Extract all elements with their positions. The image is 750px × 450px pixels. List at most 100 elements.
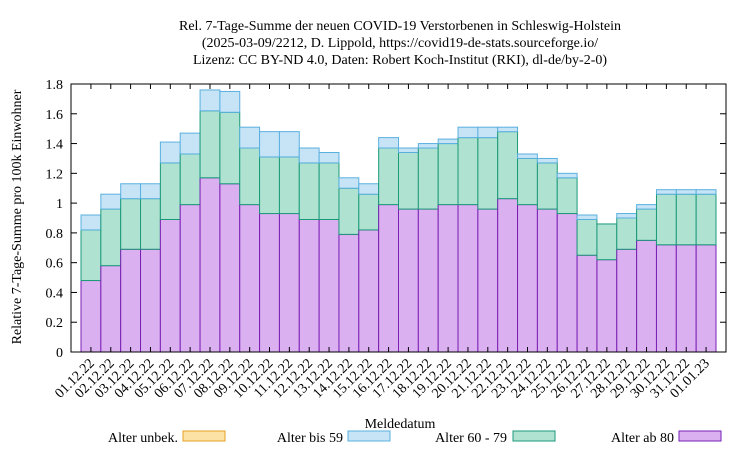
bar-segment — [278, 156, 300, 215]
bar-segment — [259, 131, 280, 158]
title-line: (2025-03-09/2212, D. Lippold, https://co… — [202, 36, 598, 51]
bar-segment — [457, 204, 479, 353]
bar-segment — [140, 198, 161, 250]
bar-segment — [517, 204, 538, 353]
y-tick-label: 1.8 — [46, 78, 64, 93]
bar-segment — [338, 187, 360, 235]
chart-title: Rel. 7-Tage-Summe der neuen COVID-19 Ver… — [179, 19, 621, 68]
bar-segment — [80, 229, 102, 282]
legend-swatch — [347, 430, 391, 442]
y-ticks: 0 0.2 0.4 0.6 0.8 1 1.2 1.4 1.6 1.8 — [46, 78, 726, 361]
bar-segment — [140, 183, 161, 200]
bar-segment — [556, 172, 578, 179]
bar-segment — [120, 198, 142, 250]
bar-segment — [616, 248, 638, 353]
plot-frame — [70, 83, 727, 353]
bar-segment — [239, 126, 261, 149]
bar-segment — [675, 193, 697, 246]
bar-segment — [576, 254, 598, 353]
bar-segment — [517, 157, 538, 206]
bar-segment — [477, 126, 499, 139]
bar-segment — [655, 193, 677, 246]
bar-segment — [140, 248, 161, 353]
bar-segment — [259, 156, 280, 215]
legend: Alter unbek. Alter bis 59 Alter 60 - 79 Alt… — [108, 430, 722, 446]
title-line: Lizenz: CC BY-ND 4.0, Daten: Robert Koch… — [193, 53, 607, 68]
bar-segment — [358, 193, 380, 231]
bar-segment — [199, 89, 221, 112]
bar-segment — [536, 157, 558, 164]
y-tick-label: 1.4 — [46, 138, 64, 153]
bar-segment — [636, 239, 657, 353]
bar-segment — [239, 147, 261, 206]
bar-segment — [259, 213, 280, 353]
bar-segment — [80, 214, 102, 231]
bar-segment — [517, 153, 538, 159]
bar-segment — [338, 233, 360, 353]
y-tick-label: 0.8 — [46, 227, 64, 242]
bar-segment — [576, 218, 598, 256]
bar-segment — [219, 183, 241, 353]
bar-segment — [199, 110, 221, 179]
legend-swatch — [182, 430, 226, 442]
bar-segment — [497, 126, 519, 133]
bars — [80, 89, 717, 353]
x-axis-label: Meldedatum — [365, 417, 436, 432]
bar-segment — [100, 193, 122, 210]
bar-segment — [477, 208, 499, 353]
bar-segment — [318, 218, 340, 353]
bar-segment — [318, 162, 340, 220]
bar-segment — [636, 208, 657, 241]
axes — [70, 83, 727, 353]
bar-segment — [199, 177, 221, 353]
bar-segment — [457, 137, 479, 206]
bar-segment — [239, 204, 261, 353]
bar-segment — [556, 213, 578, 353]
bar-segment — [298, 147, 320, 164]
y-tick-label: 1.2 — [46, 167, 64, 182]
title-line: Rel. 7-Tage-Summe der neuen COVID-19 Ver… — [179, 19, 621, 34]
bar-segment — [378, 137, 400, 149]
bar-segment — [120, 248, 142, 353]
bar-segment — [159, 162, 181, 220]
bar-segment — [278, 213, 300, 353]
y-tick-label: 0.6 — [46, 257, 64, 272]
bar-segment — [179, 132, 201, 155]
bar-segment — [477, 137, 499, 210]
bar-segment — [100, 265, 122, 353]
bar-segment — [398, 151, 419, 210]
y-tick-label: 1.6 — [46, 108, 64, 123]
legend-swatch — [678, 430, 722, 442]
bar-segment — [497, 131, 519, 200]
bar-segment — [398, 147, 419, 153]
bar-segment — [179, 204, 201, 353]
bar-segment — [278, 131, 300, 158]
bar-segment — [457, 126, 479, 139]
bar-segment — [576, 214, 598, 220]
bar-segment — [159, 141, 181, 164]
bar-segment — [378, 204, 400, 353]
bar-segment — [675, 244, 697, 353]
bar-segment — [298, 162, 320, 220]
bar-segment — [437, 138, 459, 145]
bar-segment — [556, 177, 578, 215]
legend-label: Alter unbek. — [108, 431, 178, 446]
y-axis-label: Relative 7-Tage-Summe pro 100k Einwohner — [10, 89, 25, 344]
bar-segment — [358, 183, 380, 195]
bar-segment — [159, 218, 181, 353]
bar-segment — [695, 244, 717, 353]
bar-segment — [298, 218, 320, 353]
bar-segment — [655, 189, 677, 195]
bar-segment — [417, 147, 439, 210]
bar-segment — [179, 153, 201, 206]
bar-segment — [398, 208, 419, 353]
bar-segment — [318, 151, 340, 164]
legend-label: Alter bis 59 — [277, 431, 343, 446]
bar-segment — [596, 259, 618, 353]
bar-segment — [616, 213, 638, 219]
bar-segment — [378, 147, 400, 206]
bar-segment — [497, 198, 519, 353]
y-tick-label: 0.4 — [46, 286, 64, 301]
bar-segment — [536, 208, 558, 353]
